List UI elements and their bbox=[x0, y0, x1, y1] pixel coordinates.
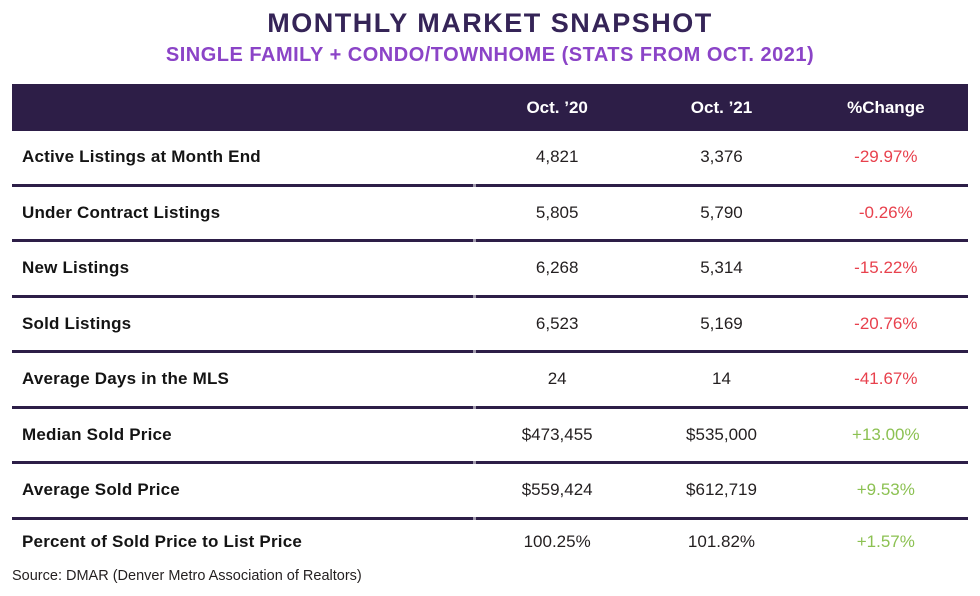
stats-table: Oct. ’20 Oct. ’21 %Change Active Listing… bbox=[12, 84, 968, 564]
row-label: Average Days in the MLS bbox=[22, 369, 230, 389]
column-header-oct20: Oct. ’20 bbox=[526, 97, 588, 117]
row-label: Percent of Sold Price to List Price bbox=[22, 531, 303, 551]
oct21-value: 5,169 bbox=[700, 313, 743, 333]
page-title: MONTHLY MARKET SNAPSHOT bbox=[267, 8, 713, 38]
change-value: -0.26% bbox=[858, 202, 913, 222]
change-value: -29.97% bbox=[854, 147, 918, 167]
table-row: Percent of Sold Price to List Price 100.… bbox=[12, 520, 968, 564]
change-value: -20.76% bbox=[854, 313, 918, 333]
oct21-value: $612,719 bbox=[686, 480, 757, 500]
change-value: +1.57% bbox=[856, 531, 915, 551]
oct21-value: 5,790 bbox=[700, 202, 743, 222]
table-row: Sold Listings 6,523 5,169 -20.76% bbox=[12, 298, 968, 353]
row-label: New Listings bbox=[22, 258, 130, 278]
table-row: Median Sold Price $473,455 $535,000 +13.… bbox=[12, 409, 968, 464]
table-header-row: Oct. ’20 Oct. ’21 %Change bbox=[12, 84, 968, 131]
row-label: Average Sold Price bbox=[22, 480, 180, 500]
change-value: -15.22% bbox=[854, 258, 918, 278]
column-header-change: %Change bbox=[847, 97, 925, 117]
row-label: Sold Listings bbox=[22, 313, 132, 333]
table-row: New Listings 6,268 5,314 -15.22% bbox=[12, 242, 968, 298]
oct20-value: $559,424 bbox=[521, 480, 593, 500]
row-label: Median Sold Price bbox=[22, 424, 172, 444]
row-label: Active Listings at Month End bbox=[22, 147, 261, 167]
oct21-value: 3,376 bbox=[700, 147, 743, 167]
oct20-value: 6,523 bbox=[535, 313, 579, 333]
oct20-value: 100.25% bbox=[523, 531, 591, 551]
oct20-value: 6,268 bbox=[535, 258, 579, 278]
change-value: -41.67% bbox=[854, 369, 918, 389]
oct20-value: $473,455 bbox=[521, 424, 593, 444]
page-subtitle: SINGLE FAMILY + CONDO/TOWNHOME (STATS FR… bbox=[165, 44, 815, 66]
table-row: Active Listings at Month End 4,821 3,376… bbox=[12, 131, 968, 187]
column-header-oct21: Oct. ’21 bbox=[690, 97, 753, 117]
oct20-value: 24 bbox=[547, 369, 567, 389]
source-attribution: Source: DMAR (Denver Metro Association o… bbox=[12, 568, 362, 584]
oct21-value: 14 bbox=[712, 369, 731, 389]
oct21-value: $535,000 bbox=[686, 424, 757, 444]
oct21-value: 5,314 bbox=[700, 258, 743, 278]
table-row: Under Contract Listings 5,805 5,790 -0.2… bbox=[12, 187, 968, 242]
change-value: +13.00% bbox=[852, 424, 920, 444]
table-row: Average Days in the MLS 24 14 -41.67% bbox=[12, 353, 968, 409]
row-label: Under Contract Listings bbox=[22, 202, 221, 222]
table-row: Average Sold Price $559,424 $612,719 +9.… bbox=[12, 464, 968, 520]
oct20-value: 4,821 bbox=[535, 147, 579, 167]
oct20-value: 5,805 bbox=[535, 202, 579, 222]
change-value: +9.53% bbox=[856, 480, 915, 500]
oct21-value: 101.82% bbox=[687, 531, 756, 551]
